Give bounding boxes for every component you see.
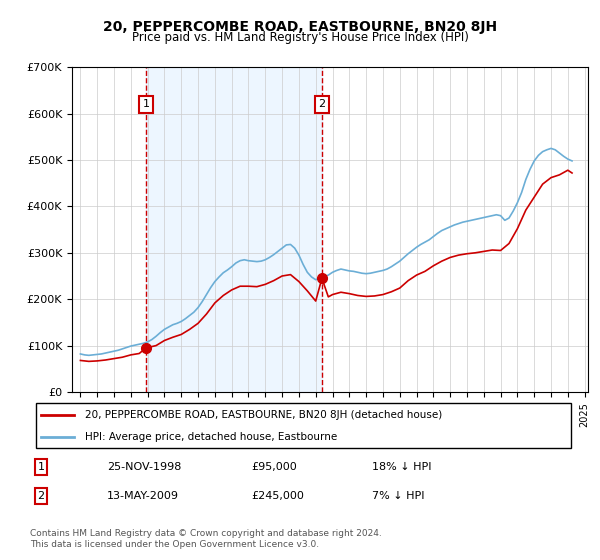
Text: 1: 1	[38, 462, 44, 472]
FancyBboxPatch shape	[35, 403, 571, 448]
Text: 20, PEPPERCOMBE ROAD, EASTBOURNE, BN20 8JH: 20, PEPPERCOMBE ROAD, EASTBOURNE, BN20 8…	[103, 20, 497, 34]
Bar	[146, 67, 322, 392]
Text: 7% ↓ HPI: 7% ↓ HPI	[372, 491, 425, 501]
Text: 18% ↓ HPI: 18% ↓ HPI	[372, 462, 432, 472]
Text: 2: 2	[37, 491, 44, 501]
Text: HPI: Average price, detached house, Eastbourne: HPI: Average price, detached house, East…	[85, 432, 337, 442]
Text: 25-NOV-1998: 25-NOV-1998	[107, 462, 182, 472]
Text: £95,000: £95,000	[251, 462, 296, 472]
Text: 20, PEPPERCOMBE ROAD, EASTBOURNE, BN20 8JH (detached house): 20, PEPPERCOMBE ROAD, EASTBOURNE, BN20 8…	[85, 409, 442, 419]
Text: 13-MAY-2009: 13-MAY-2009	[107, 491, 179, 501]
Text: £245,000: £245,000	[251, 491, 304, 501]
Text: 2: 2	[319, 99, 325, 109]
Text: Contains HM Land Registry data © Crown copyright and database right 2024.
This d: Contains HM Land Registry data © Crown c…	[30, 529, 382, 549]
Text: Price paid vs. HM Land Registry's House Price Index (HPI): Price paid vs. HM Land Registry's House …	[131, 31, 469, 44]
Text: 1: 1	[142, 99, 149, 109]
